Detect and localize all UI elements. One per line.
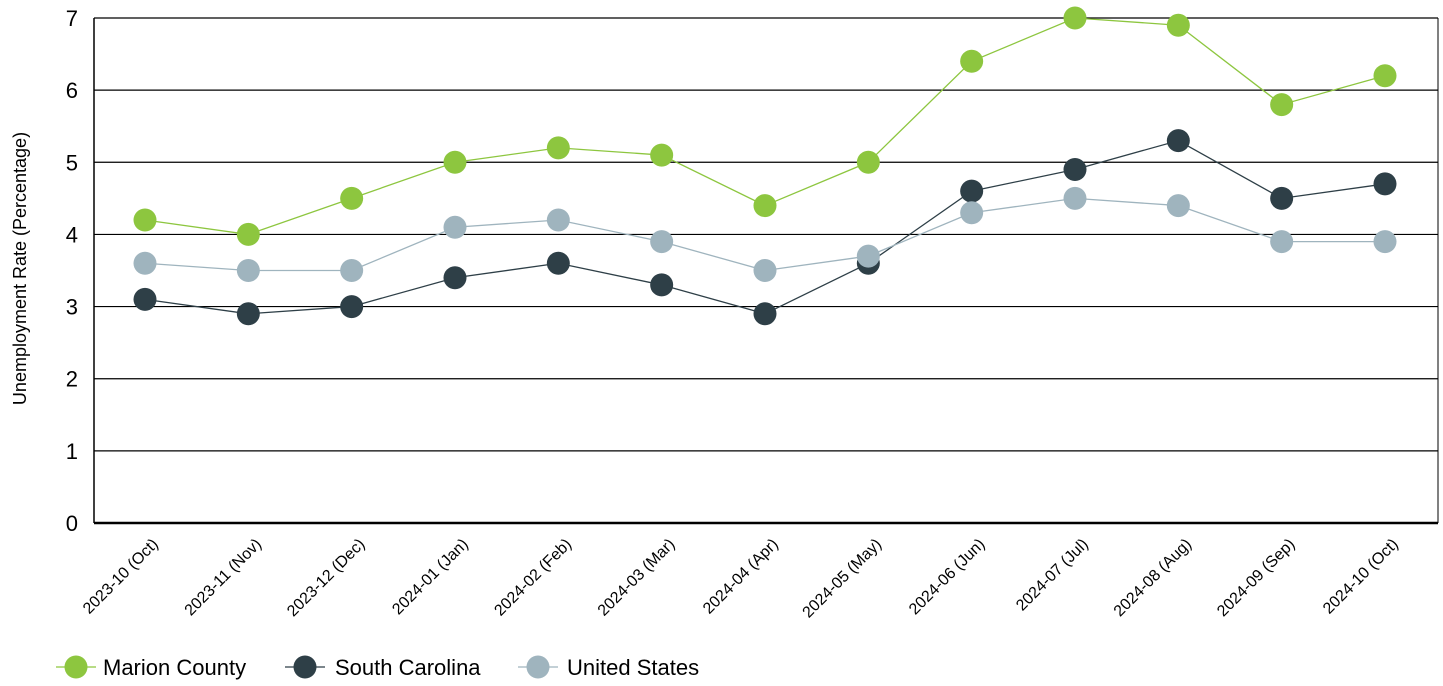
data-point [650,143,674,167]
y-axis-title: Unemployment Rate (Percentage) [10,132,30,405]
legend-marker [64,655,88,679]
data-point [650,273,674,297]
data-point [753,302,777,326]
data-point [236,259,260,282]
legend-label: United States [567,655,699,680]
data-point [340,186,364,210]
data-point [1166,129,1190,153]
data-point [340,259,364,282]
x-tick-label: 2024-08 (Aug) [1111,536,1195,620]
data-point [1166,194,1190,218]
x-tick-label: 2024-10 (Oct) [1320,536,1402,618]
x-tick-label: 2024-06 (Jun) [906,536,988,618]
data-point [133,208,157,232]
data-point [960,49,984,73]
data-point [1373,172,1397,196]
series-lines [133,6,1397,326]
legend-label: South Carolina [335,655,481,680]
y-tick-label: 0 [66,511,78,536]
data-point [1270,230,1294,254]
x-axis-ticks: 2023-10 (Oct) 2023-11 (Nov) 2023-12 (Dec) 2… [80,536,1402,622]
x-tick-label: 2024-09 (Sep) [1214,536,1298,620]
data-point [1063,186,1087,210]
series-united-states [133,186,1397,282]
series-line [144,139,1386,315]
y-tick-label: 6 [66,78,78,103]
gridlines [93,17,1439,525]
data-point [960,201,984,225]
x-tick-label: 2024-04 (Apr) [700,536,782,618]
series-marion-county [133,6,1397,246]
x-tick-label: 2024-07 (Jul) [1013,536,1092,615]
data-point [546,136,570,160]
x-tick-label: 2024-03 (Mar) [595,536,679,620]
data-point [1063,6,1087,30]
x-tick-label: 2023-10 (Oct) [80,536,162,618]
x-tick-label: 2024-05 (May) [800,536,886,622]
data-point [443,266,467,290]
data-point [856,150,880,174]
data-point [1166,13,1190,37]
y-tick-label: 5 [66,150,78,175]
data-point [236,302,260,326]
legend-item: Marion County [56,655,246,680]
x-tick-label: 2024-01 (Jan) [389,536,471,618]
data-point [133,251,157,275]
y-tick-label: 4 [66,222,78,247]
data-point [443,150,467,174]
x-tick-label: 2023-12 (Dec) [284,536,368,620]
legend: Marion County South Carolina United States [56,655,699,680]
y-tick-label: 2 [66,367,78,392]
data-point [236,222,260,246]
data-point [960,179,984,203]
legend-item: United States [518,655,699,680]
data-point [340,295,364,319]
series-south-carolina [133,129,1397,326]
legend-marker [293,655,317,679]
legend-label: Marion County [103,655,246,680]
data-point [546,251,570,275]
y-tick-label: 7 [66,6,78,31]
data-point [1063,158,1087,181]
data-point [753,259,777,282]
data-point [1373,64,1397,88]
y-tick-label: 3 [66,295,78,320]
y-tick-label: 1 [66,439,78,464]
data-point [443,215,467,239]
legend-item: South Carolina [285,655,481,680]
data-point [1373,230,1397,254]
data-point [753,194,777,218]
data-point [650,230,674,254]
x-tick-label: 2024-02 (Feb) [491,536,575,620]
y-axis-ticks: 0 1 2 3 4 5 6 7 [66,6,78,536]
x-tick-label: 2023-11 (Nov) [182,536,266,620]
data-point [133,287,157,311]
data-point [1270,186,1294,210]
data-point [1270,93,1294,117]
legend-marker [526,655,550,679]
data-point [856,244,880,268]
data-point [546,208,570,232]
